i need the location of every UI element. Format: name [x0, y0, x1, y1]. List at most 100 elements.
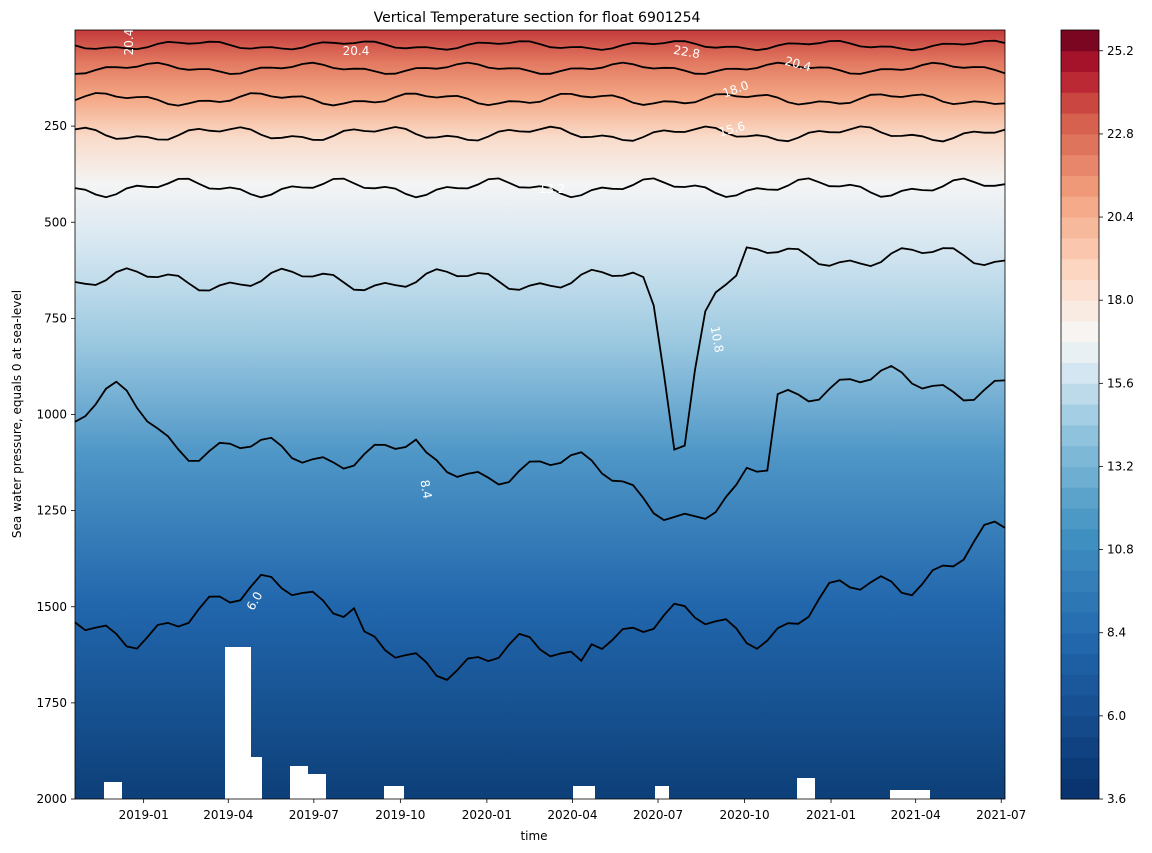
colorbar-tick-label: 18.0 [1107, 293, 1134, 307]
x-tick-label: 2019-01 [119, 808, 169, 822]
colorbar-level [1061, 445, 1099, 467]
colorbar-level [1061, 175, 1099, 197]
colorbar-level [1061, 591, 1099, 613]
x-axis: 2019-01 2019-04 2019-07 2019-10 2020-01 2020-… [119, 799, 1026, 822]
contour-label: 10.8 [708, 325, 726, 354]
y-axis: 250 500 750 1000 1250 1500 1750 2000 [36, 119, 75, 806]
contour-label: 15.6 [717, 119, 746, 139]
x-tick-label: 2020-04 [547, 808, 597, 822]
colorbar-level [1061, 466, 1099, 488]
colorbar-tick-label: 6.0 [1107, 709, 1126, 723]
missing-data-gap [890, 790, 930, 799]
colorbar-level [1061, 30, 1099, 52]
chart-title: Vertical Temperature section for float 6… [374, 10, 701, 26]
missing-data-gap [655, 786, 669, 799]
colorbar-level [1061, 653, 1099, 675]
isotherm-line [74, 61, 1006, 75]
colorbar-level [1061, 258, 1099, 280]
colorbar-tick-label: 10.8 [1107, 543, 1134, 557]
missing-data-gap [225, 647, 251, 799]
contour-label: 20.4 [122, 29, 136, 56]
colorbar-level [1061, 757, 1099, 779]
missing-data-gaps [104, 647, 930, 799]
temperature-field [75, 30, 1005, 799]
colorbar-frame [1060, 29, 1100, 800]
isotherm-line [74, 177, 1006, 199]
missing-data-gap [797, 778, 815, 799]
isotherm-line [74, 246, 1006, 451]
missing-data-gap [104, 782, 122, 799]
colorbar-level [1061, 237, 1099, 260]
isotherm-line [74, 125, 1006, 143]
plot-area: 20.4 20.4 22.820.418.015.613.210.88.46.0 [74, 29, 1006, 800]
colorbar-level [1061, 133, 1099, 156]
colorbar-tick-label: 8.4 [1107, 626, 1126, 640]
colorbar-level [1061, 570, 1099, 592]
contour-label: 20.4 [343, 44, 370, 58]
missing-data-gap [251, 757, 262, 799]
colorbar-level [1061, 715, 1099, 738]
x-tick-label: 2019-07 [289, 808, 339, 822]
colorbar-level [1061, 341, 1099, 364]
colorbar-tick-label: 25.2 [1107, 44, 1134, 58]
missing-data-gap [573, 786, 595, 799]
colorbar-level [1061, 736, 1099, 758]
colorbar-level [1061, 113, 1099, 135]
y-tick-label: 2000 [36, 792, 67, 806]
colorbar-level [1061, 528, 1099, 551]
missing-data-gap [308, 774, 326, 799]
y-tick-label: 1250 [36, 504, 67, 518]
colorbar-level [1061, 362, 1099, 384]
colorbar-level [1061, 300, 1099, 322]
colorbar-level [1061, 674, 1099, 696]
colorbar-level [1061, 154, 1099, 176]
contour-label: 20.4 [783, 54, 812, 74]
colorbar-level [1061, 508, 1099, 530]
colorbar-level [1061, 632, 1099, 655]
x-tick-label: 2021-04 [891, 808, 941, 822]
x-tick-label: 2019-10 [375, 808, 425, 822]
colorbar-level [1061, 320, 1099, 343]
colorbar-tick-label: 3.6 [1107, 792, 1126, 806]
missing-data-gap [384, 786, 404, 799]
colorbar-level [1061, 611, 1099, 634]
x-tick-label: 2020-10 [719, 808, 769, 822]
colorbar-level [1061, 217, 1099, 239]
x-tick-label: 2020-01 [462, 808, 512, 822]
x-tick-label: 2021-07 [976, 808, 1026, 822]
isotherm-line [74, 39, 1006, 52]
contour-label: 8.4 [417, 479, 434, 500]
colorbar-level [1061, 695, 1099, 717]
colorbar-level [1061, 196, 1099, 218]
colorbar-level [1061, 279, 1099, 301]
isotherm-line [74, 520, 1006, 681]
y-axis-label: Sea water pressure, equals 0 at sea-leve… [10, 290, 24, 538]
y-tick-label: 500 [44, 215, 67, 229]
x-axis-label: time [520, 829, 547, 843]
x-tick-label: 2019-04 [203, 808, 253, 822]
contour-label: 22.8 [672, 43, 701, 61]
colorbar-level [1061, 404, 1099, 426]
colorbar-level [1061, 50, 1099, 73]
colorbar-level [1061, 92, 1099, 114]
y-tick-label: 1750 [36, 696, 67, 710]
y-tick-label: 250 [44, 119, 67, 133]
missing-data-gap [290, 766, 308, 799]
colorbar-level [1061, 424, 1099, 447]
isotherm-line [74, 364, 1006, 522]
colorbar-tick-label: 20.4 [1107, 210, 1134, 224]
colorbar-tick-label: 22.8 [1107, 127, 1134, 141]
x-tick-label: 2021-01 [806, 808, 856, 822]
colorbar-level [1061, 71, 1099, 93]
isotherm-contours [74, 39, 1006, 681]
colorbar-level [1061, 549, 1099, 571]
colorbar: 3.6 6.0 8.4 10.8 13.2 15.6 18.0 20.4 22.8 25.2 [1060, 29, 1134, 806]
colorbar-tick-label: 13.2 [1107, 459, 1134, 473]
colorbar-tick-label: 15.6 [1107, 376, 1134, 390]
isotherm-line [74, 92, 1006, 107]
y-tick-label: 750 [44, 311, 67, 325]
colorbar-level [1061, 487, 1099, 509]
colorbar-level [1061, 778, 1099, 800]
y-tick-label: 1000 [36, 408, 67, 422]
